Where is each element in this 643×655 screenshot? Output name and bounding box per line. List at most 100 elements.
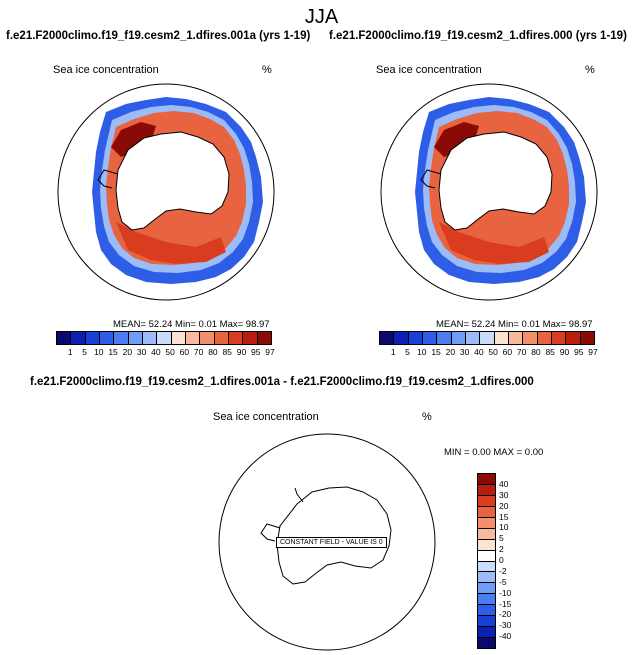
constant-field-note: CONSTANT FIELD - VALUE IS 0 xyxy=(276,537,387,548)
colorbar-swatch xyxy=(214,332,229,344)
colorbar-swatch xyxy=(85,332,100,344)
colorbar-swatch xyxy=(157,332,172,344)
colorbar-tick-label: 10 xyxy=(499,522,509,533)
colorbar-swatch xyxy=(494,332,509,344)
colorbar-swatch xyxy=(185,332,201,344)
colorbar-tick-label: 30 xyxy=(459,347,470,357)
colorbar-tick-label: 40 xyxy=(474,347,484,357)
colorbar-swatch xyxy=(478,506,495,518)
colorbar-tick-label: 30 xyxy=(499,489,509,500)
diff-colorbar xyxy=(477,473,496,649)
colorbar-swatch xyxy=(580,332,594,344)
panel-2-stats: MEAN= 52.24 Min= 0.01 Max= 98.97 xyxy=(436,319,593,330)
colorbar-swatch xyxy=(228,332,244,344)
colorbar-swatch xyxy=(478,638,495,648)
colorbar-tick-label: 5 xyxy=(82,347,87,357)
colorbar-swatch xyxy=(422,332,438,344)
colorbar-tick-label: 5 xyxy=(499,533,504,544)
colorbar-swatch xyxy=(437,332,452,344)
colorbar-swatch xyxy=(57,332,72,344)
colorbar-swatch xyxy=(243,332,258,344)
colorbar-tick-label: 40 xyxy=(499,478,509,489)
figure-title: JJA xyxy=(304,6,339,28)
colorbar-tick-label: 40 xyxy=(151,347,161,357)
colorbar-swatch xyxy=(114,332,129,344)
colorbar-tick-label: -40 xyxy=(499,631,512,642)
colorbar-tick-label: 70 xyxy=(516,347,527,357)
colorbar-swatch xyxy=(408,332,423,344)
colorbar-swatch xyxy=(478,583,495,595)
colorbar-tick-label: 30 xyxy=(136,347,147,357)
colorbar-swatch xyxy=(257,332,271,344)
panel-2-colorbar xyxy=(379,331,595,345)
colorbar-swatch xyxy=(478,528,495,540)
diff-stats: MIN = 0.00 MAX = 0.00 xyxy=(444,447,544,458)
colorbar-tick-label: 80 xyxy=(208,347,218,357)
colorbar-tick-label: 15 xyxy=(499,511,509,522)
colorbar-tick-label: 95 xyxy=(250,347,261,357)
colorbar-swatch xyxy=(478,561,495,573)
diff-variable: Sea ice concentration xyxy=(213,411,319,423)
colorbar-tick-label: 20 xyxy=(499,500,509,511)
colorbar-swatch xyxy=(478,605,495,617)
colorbar-tick-label: 10 xyxy=(417,347,427,357)
colorbar-swatch xyxy=(478,484,495,496)
colorbar-swatch xyxy=(478,616,495,628)
colorbar-swatch xyxy=(478,594,495,606)
panel-2-title: f.e21.F2000climo.f19_f19.cesm2_1.dfires.… xyxy=(329,30,627,42)
colorbar-tick-label: 15 xyxy=(431,347,441,357)
panel-2-map xyxy=(380,83,598,301)
colorbar-tick-label: 97 xyxy=(265,347,275,357)
colorbar-swatch xyxy=(478,627,495,639)
colorbar-tick-label: 50 xyxy=(488,347,498,357)
colorbar-swatch xyxy=(478,474,495,485)
colorbar-tick-label: 97 xyxy=(588,347,598,357)
colorbar-swatch xyxy=(380,332,395,344)
colorbar-swatch xyxy=(99,332,115,344)
colorbar-swatch xyxy=(478,517,495,529)
colorbar-tick-label: 60 xyxy=(502,347,513,357)
panel-1-stats: MEAN= 52.24 Min= 0.01 Max= 98.97 xyxy=(113,319,270,330)
panel-2-colorbar-labels: 1 5 10 15 20 30 40 50 60 70 80 85 90 95 97 xyxy=(379,347,598,359)
colorbar-tick-label: -10 xyxy=(499,587,512,598)
colorbar-swatch xyxy=(451,332,466,344)
colorbar-tick-label: 80 xyxy=(531,347,541,357)
colorbar-swatch xyxy=(478,550,495,562)
colorbar-swatch xyxy=(71,332,86,344)
colorbar-swatch xyxy=(394,332,409,344)
colorbar-tick-label: -20 xyxy=(499,609,512,620)
panel-2-units: % xyxy=(585,64,595,76)
panel-1-units: % xyxy=(262,64,272,76)
panel-1-colorbar-labels: 1 5 10 15 20 30 40 50 60 70 80 85 90 95 97 xyxy=(56,347,275,359)
colorbar-tick-label: 20 xyxy=(122,347,133,357)
colorbar-swatch xyxy=(537,332,552,344)
colorbar-tick-label: 2 xyxy=(499,544,504,555)
colorbar-tick-label: -15 xyxy=(499,598,512,609)
colorbar-tick-label: 1 xyxy=(390,347,396,357)
colorbar-swatch xyxy=(171,332,186,344)
colorbar-tick-label: 70 xyxy=(193,347,204,357)
colorbar-tick-label: 1 xyxy=(67,347,73,357)
diff-colorbar-labels: 40 30 20 15 10 5 2 0 -2 -5 -10 -15 -20 -30 -40 xyxy=(499,473,529,647)
colorbar-tick-label: 5 xyxy=(405,347,410,357)
panel-1-variable: Sea ice concentration xyxy=(53,64,159,76)
diff-title: f.e21.F2000climo.f19_f19.cesm2_1.dfires.… xyxy=(30,376,534,388)
colorbar-swatch xyxy=(508,332,524,344)
colorbar-tick-label: 50 xyxy=(165,347,175,357)
colorbar-swatch xyxy=(142,332,158,344)
colorbar-swatch xyxy=(478,572,495,584)
colorbar-swatch xyxy=(465,332,481,344)
colorbar-tick-label: 90 xyxy=(236,347,247,357)
colorbar-tick-label: 90 xyxy=(559,347,570,357)
colorbar-tick-label: 85 xyxy=(545,347,555,357)
panel-1-title: f.e21.F2000climo.f19_f19.cesm2_1.dfires.… xyxy=(6,30,311,42)
colorbar-swatch xyxy=(478,495,495,507)
colorbar-tick-label: -2 xyxy=(499,565,507,576)
colorbar-swatch xyxy=(551,332,567,344)
colorbar-tick-label: -5 xyxy=(499,576,507,587)
colorbar-tick-label: 95 xyxy=(573,347,584,357)
panel-2-variable: Sea ice concentration xyxy=(376,64,482,76)
colorbar-tick-label: 15 xyxy=(108,347,118,357)
colorbar-swatch xyxy=(523,332,538,344)
colorbar-tick-label: 10 xyxy=(94,347,104,357)
